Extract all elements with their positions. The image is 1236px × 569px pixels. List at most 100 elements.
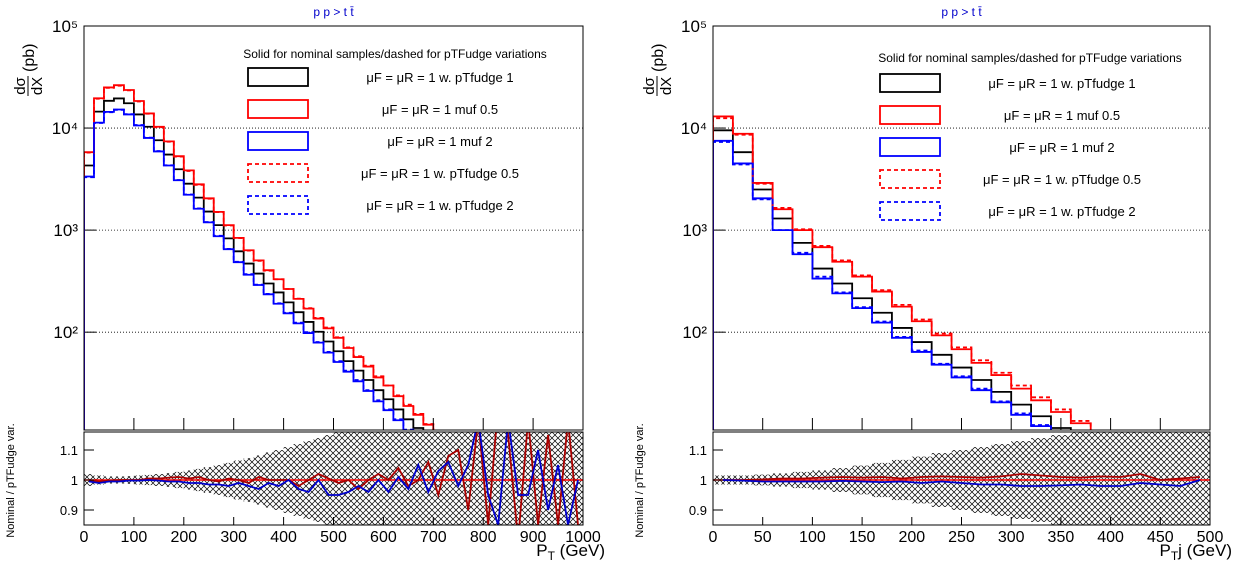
error-band — [513, 432, 524, 525]
error-band — [453, 432, 464, 525]
x-tick-label: 0 — [80, 529, 89, 546]
y-tick-label: 10⁵ — [52, 17, 78, 36]
x-tick-label: 400 — [270, 529, 297, 546]
y-tick-label: 10³ — [682, 221, 707, 240]
legend-header: Solid for nominal samples/dashed for pTF… — [243, 47, 547, 61]
legend-label: μF = μR = 1 w. pTfudge 0.5 — [361, 166, 519, 181]
error-band — [423, 432, 434, 525]
y-tick-label: 10² — [682, 323, 707, 342]
error-band — [1150, 432, 1171, 525]
legend-label: μF = μR = 1 w. pTfudge 1 — [988, 76, 1135, 91]
x-tick-label: 300 — [998, 529, 1025, 546]
legend-swatch — [247, 195, 309, 215]
error-band — [533, 432, 544, 525]
error-band — [363, 432, 374, 525]
legend-label: μF = μR = 1 muf 2 — [1009, 140, 1114, 155]
y-label-denominator: dX — [658, 77, 675, 95]
y-label-denominator: dX — [29, 77, 46, 95]
histogram — [713, 141, 1052, 430]
error-band — [443, 432, 454, 525]
error-band — [553, 432, 564, 525]
chart-title: p p > t t̄ — [313, 5, 354, 19]
error-band — [503, 432, 514, 525]
x-tick-label: 150 — [849, 529, 876, 546]
y-label-numerator: dσ — [12, 76, 29, 94]
error-band — [563, 432, 574, 525]
error-band — [463, 432, 474, 525]
legend-label: μF = μR = 1 muf 0.5 — [1004, 108, 1120, 123]
legend-label: μF = μR = 1 w. pTfudge 2 — [366, 198, 513, 213]
histogram — [84, 84, 435, 430]
y-label-unit: (pb) — [650, 44, 667, 72]
x-tick-label: 1000 — [565, 529, 601, 546]
ratio-y-tick-label: 1.1 — [60, 443, 78, 458]
legend-swatch — [247, 163, 309, 183]
legend-label: μF = μR = 1 muf 2 — [387, 134, 492, 149]
x-label-part: P — [536, 541, 547, 560]
y-label-numerator: dσ — [641, 76, 658, 94]
ratio-y-tick-label: 1 — [71, 473, 78, 488]
x-tick-label: 350 — [1048, 529, 1075, 546]
legend-header: Solid for nominal samples/dashed for pTF… — [878, 51, 1182, 65]
ratio-line — [88, 432, 579, 525]
legend-label: μF = μR = 1 w. pTfudge 1 — [366, 70, 513, 85]
ratio-y-tick-label: 0.9 — [689, 503, 707, 518]
legend-swatch — [879, 73, 941, 93]
chart-title: p p > t t̄ — [941, 5, 982, 19]
x-tick-label: 600 — [370, 529, 397, 546]
histogram — [84, 108, 415, 430]
legend-swatch — [879, 169, 941, 189]
x-axis-label: PT (GeV) — [536, 541, 605, 563]
error-band — [373, 432, 384, 525]
error-band — [383, 432, 394, 525]
x-label-part: j (GeV) — [1177, 541, 1232, 560]
x-tick-label: 500 — [1197, 529, 1224, 546]
legend-label: μF = μR = 1 w. pTfudge 0.5 — [983, 172, 1141, 187]
legend-swatch — [247, 131, 309, 151]
y-tick-label: 10⁴ — [681, 119, 707, 138]
x-label-part: (GeV) — [555, 541, 605, 560]
x-tick-label: 900 — [520, 529, 547, 546]
error-band — [523, 432, 534, 525]
legend-swatch — [879, 137, 941, 157]
x-tick-label: 0 — [709, 529, 718, 546]
x-tick-label: 800 — [470, 529, 497, 546]
error-band — [1130, 432, 1151, 525]
x-tick-label: 100 — [799, 529, 826, 546]
x-tick-label: 300 — [220, 529, 247, 546]
histogram — [713, 115, 1092, 430]
legend-swatch — [247, 99, 309, 119]
ratio-line — [722, 479, 1201, 487]
legend-label: μF = μR = 1 w. pTfudge 2 — [988, 204, 1135, 219]
error-band — [333, 432, 344, 525]
ratio-y-label: Nominal / pTFudge var. — [634, 423, 646, 537]
ratio-y-tick-label: 1.1 — [689, 443, 707, 458]
error-band — [1090, 432, 1111, 525]
ratio-line — [722, 473, 1201, 481]
x-tick-label: 100 — [121, 529, 148, 546]
y-tick-label: 10⁵ — [681, 17, 707, 36]
histogram — [84, 97, 425, 430]
y-label-unit: (pb) — [21, 44, 38, 72]
x-tick-label: 400 — [1097, 529, 1124, 546]
y-tick-label: 10⁴ — [52, 119, 78, 138]
ratio-y-tick-label: 0.9 — [60, 503, 78, 518]
x-label-part: P — [1159, 541, 1170, 560]
legend-swatch — [879, 201, 941, 221]
x-label-sub: T — [548, 549, 556, 563]
x-label-sub: T — [1171, 549, 1179, 563]
error-band — [343, 432, 354, 525]
x-tick-label: 200 — [898, 529, 925, 546]
y-axis-label: dσ dX (pb) — [12, 44, 46, 96]
x-tick-label: 700 — [420, 529, 447, 546]
error-band — [473, 432, 484, 525]
x-axis-label: PTj (GeV) — [1159, 541, 1232, 563]
legend-swatch — [879, 105, 941, 125]
legend-swatch — [247, 67, 309, 87]
y-tick-label: 10² — [53, 323, 78, 342]
error-band — [493, 432, 504, 525]
plot-frame — [83, 25, 584, 431]
ratio-y-tick-label: 1 — [700, 473, 707, 488]
x-tick-label: 250 — [948, 529, 975, 546]
